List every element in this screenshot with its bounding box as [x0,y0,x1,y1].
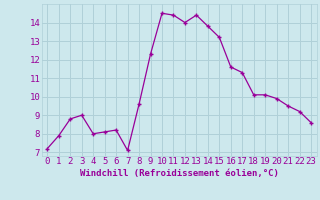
X-axis label: Windchill (Refroidissement éolien,°C): Windchill (Refroidissement éolien,°C) [80,169,279,178]
